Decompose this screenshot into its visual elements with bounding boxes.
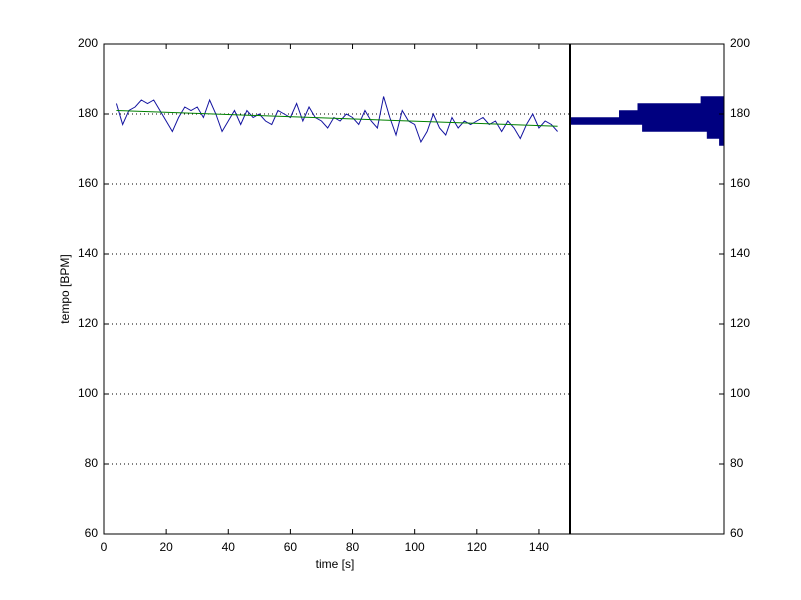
x-tick-label: 20 <box>159 540 173 554</box>
y-tick-label: 180 <box>78 106 98 120</box>
histogram-bar <box>619 110 725 118</box>
tempo-line <box>115 96 558 144</box>
histogram-bar <box>569 117 725 125</box>
x-tick-label: 120 <box>467 540 487 554</box>
y2-tick-label: 120 <box>730 316 750 330</box>
x-tick-label: 80 <box>346 540 360 554</box>
x-tick-label: 60 <box>284 540 298 554</box>
y2-tick-label: 80 <box>730 456 744 470</box>
y2-tick-label: 180 <box>730 106 750 120</box>
y-axis-label: tempo [BPM] <box>58 254 72 323</box>
histogram-bar <box>700 96 725 104</box>
y-tick-label: 120 <box>78 316 98 330</box>
tempo-line <box>116 110 558 127</box>
histogram-bar <box>706 131 725 139</box>
x-tick-label: 140 <box>529 540 549 554</box>
y2-tick-label: 140 <box>730 246 750 260</box>
y2-tick-label: 60 <box>730 526 744 540</box>
y-tick-label: 60 <box>85 526 99 540</box>
y2-tick-label: 100 <box>730 386 750 400</box>
y-tick-label: 160 <box>78 176 98 190</box>
histogram-bar <box>637 103 725 111</box>
x-tick-label: 40 <box>222 540 236 554</box>
x-tick-label: 0 <box>101 540 108 554</box>
x-tick-label: 100 <box>405 540 425 554</box>
histogram-bar <box>719 138 725 146</box>
y-tick-label: 100 <box>78 386 98 400</box>
x-axis-label: time [s] <box>316 557 355 571</box>
y-tick-label: 140 <box>78 246 98 260</box>
y-tick-label: 80 <box>85 456 99 470</box>
histogram-bar <box>642 124 725 132</box>
y2-tick-label: 160 <box>730 176 750 190</box>
y-tick-label: 200 <box>78 36 98 50</box>
y2-tick-label: 200 <box>730 36 750 50</box>
